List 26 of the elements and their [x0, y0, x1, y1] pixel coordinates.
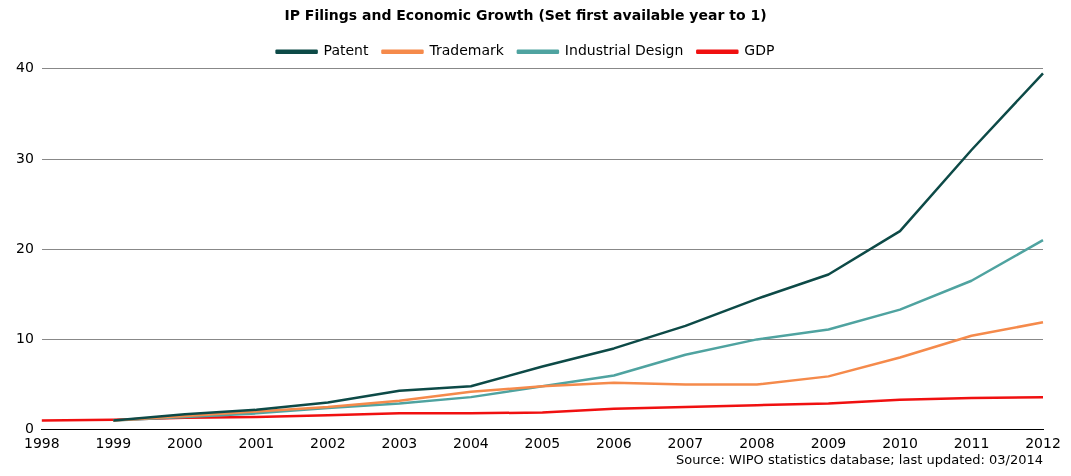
x-tick-label: 2006: [596, 434, 632, 451]
y-tick-label: 10: [15, 330, 34, 347]
x-tick-label: 2000: [167, 434, 203, 451]
legend-label: Industrial Design: [564, 42, 684, 59]
y-tick-label: 0: [24, 420, 34, 437]
legend-label: GDP: [744, 42, 775, 59]
x-tick-label: 1999: [95, 434, 132, 451]
x-tick-label: 2009: [810, 434, 847, 451]
x-tick-label: 2001: [238, 434, 275, 451]
x-tick-label: 2008: [739, 434, 775, 451]
x-tick-label: 2011: [953, 434, 990, 451]
x-tick-label: 2003: [381, 434, 418, 451]
x-tick-label: 1998: [23, 434, 60, 451]
legend-label: Trademark: [428, 42, 505, 59]
chart-title: IP Filings and Economic Growth (Set first available year to 1): [284, 7, 767, 24]
legend-label: Patent: [323, 42, 369, 59]
x-tick-label: 2012: [1025, 434, 1061, 451]
x-tick-label: 2010: [882, 434, 918, 451]
x-tick-label: 2004: [453, 434, 489, 451]
x-tick-label: 2005: [524, 434, 561, 451]
y-tick-label: 20: [15, 239, 34, 256]
source-note: Source: WIPO statistics database; last updated: 03/2014: [675, 451, 1043, 467]
y-tick-label: 30: [15, 149, 34, 166]
y-tick-label: 40: [15, 59, 34, 76]
x-tick-label: 2007: [667, 434, 704, 451]
x-tick-label: 2002: [310, 434, 346, 451]
